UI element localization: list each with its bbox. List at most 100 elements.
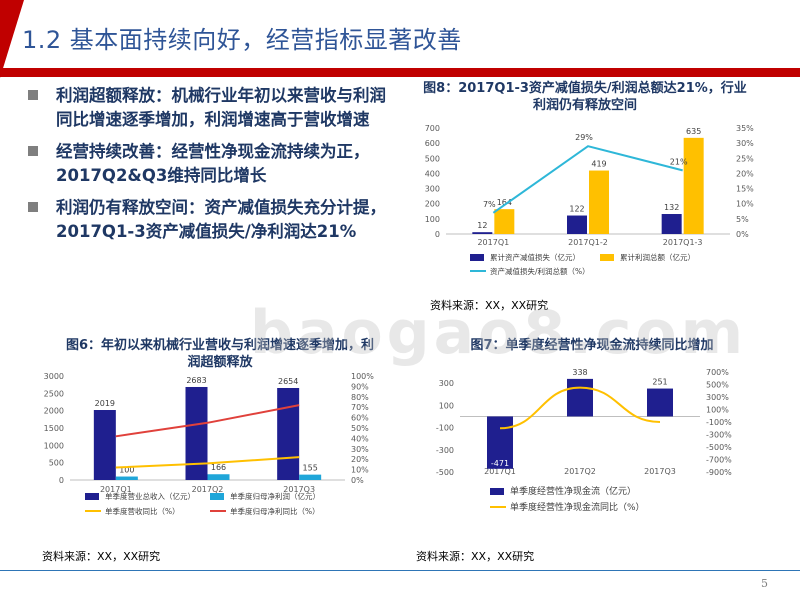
x-tick-label: 2017Q2 xyxy=(192,485,224,494)
y-tick-label-left: 300 xyxy=(425,185,440,194)
y-tick-label-left: 100 xyxy=(425,215,440,224)
bar xyxy=(683,137,704,234)
fig7-source: 资料来源：XX，XX研究 xyxy=(416,550,535,563)
y-tick-label-right: 500% xyxy=(706,381,729,390)
legend-label: 累计利润总额（亿元） xyxy=(620,252,695,262)
bar xyxy=(277,387,300,480)
legend-swatch xyxy=(490,488,504,495)
y-tick-label-right: 0% xyxy=(736,230,749,239)
bar xyxy=(661,214,682,234)
y-tick-label-left: 200 xyxy=(425,200,440,209)
y-tick-label-left: -300 xyxy=(436,446,454,455)
legend-swatch xyxy=(210,493,224,500)
legend-label: 单季度经营性净现金流（亿元） xyxy=(510,485,636,497)
y-tick-label-right: 15% xyxy=(736,185,754,194)
y-tick-label-right: 30% xyxy=(351,445,369,454)
y-tick-label-right: 35% xyxy=(736,124,754,133)
line-data-label: 7% xyxy=(483,200,496,209)
y-tick-label-right: -900% xyxy=(706,468,732,477)
square-bullet-icon xyxy=(28,202,38,212)
y-tick-label-right: 50% xyxy=(351,424,369,433)
bar xyxy=(207,474,230,480)
y-tick-label-right: 300% xyxy=(706,393,729,402)
y-tick-label-right: 700% xyxy=(706,368,729,377)
y-tick-label-left: 0 xyxy=(59,476,64,485)
bullet-text: 经营持续改善：经营性净现金流持续为正，2017Q2&Q3维持同比增长 xyxy=(56,142,370,185)
bar xyxy=(487,416,513,469)
y-tick-label-right: -500% xyxy=(706,443,732,452)
fig8-chart: 0 100 200 300 400 500 600 700 0% 5% 10% 15% 20% 25% 30… xyxy=(425,124,754,276)
y-tick-label-right: 30% xyxy=(736,139,754,148)
line-data-label: 21% xyxy=(670,157,688,166)
y-tick-label-right: 60% xyxy=(351,414,369,423)
y-tick-label-left: 100 xyxy=(439,401,454,410)
bar xyxy=(567,378,593,417)
bar-data-label: -471 xyxy=(491,459,509,468)
bar-data-label: 100 xyxy=(119,466,134,475)
bar xyxy=(472,232,493,234)
y-tick-label-right: 20% xyxy=(351,455,369,464)
y-tick-label-right: 100% xyxy=(706,406,729,415)
y-tick-label-right: 80% xyxy=(351,393,369,402)
x-tick-label: 2017Q1-2 xyxy=(568,238,608,247)
x-tick-label: 2017Q1-3 xyxy=(663,238,703,247)
fig8-title: 图8：2017Q1-3资产减值损失/利润总额达21%，行业利润仍有释放空间 xyxy=(423,81,747,113)
bar xyxy=(589,170,609,234)
y-tick-label-right: 100% xyxy=(351,372,374,381)
bar-data-label: 635 xyxy=(686,127,701,136)
y-tick-label-right: 10% xyxy=(736,200,754,209)
bar-data-label: 2683 xyxy=(186,376,206,385)
fig7-chart: -500 -300 -100 100 300 -900% -700% -500% -300% -1… xyxy=(436,368,732,513)
y-tick-label-left: 600 xyxy=(425,139,440,148)
y-tick-label-right: 10% xyxy=(351,466,369,475)
legend-label: 单季度归母净利同比（%） xyxy=(230,506,320,516)
legend-label: 资产减值损失/利润总额（%） xyxy=(490,266,590,276)
bullet-item: 利润仍有释放空间：资产减值损失充分计提，2017Q1-3资产减值损失/净利润达2… xyxy=(26,196,396,244)
y-tick-label-left: 3000 xyxy=(44,372,64,381)
watermark-text: baogao8.com xyxy=(250,298,748,368)
bullet-item: 利润超额释放：机械行业年初以来营收与利润同比增速逐季增加，利润增速高于营收增速 xyxy=(26,84,396,132)
series-line xyxy=(115,404,300,438)
fig6-title: 图6：年初以来机械行业营收与利润增速逐季增加，利润超额释放 xyxy=(65,338,375,370)
bar-data-label: 338 xyxy=(572,368,587,377)
y-tick-label-left: 400 xyxy=(425,169,440,178)
title-underline-bar xyxy=(0,68,800,77)
y-tick-label-right: 25% xyxy=(736,154,754,163)
y-tick-label-left: 500 xyxy=(49,459,64,468)
y-tick-label-left: -500 xyxy=(436,468,454,477)
y-tick-label-right: 70% xyxy=(351,403,369,412)
bar xyxy=(93,410,116,480)
y-tick-label-right: -100% xyxy=(706,418,732,427)
y-tick-label-right: 0% xyxy=(351,476,364,485)
bar-data-label: 155 xyxy=(303,464,318,473)
bar xyxy=(647,388,673,417)
bar-data-label: 122 xyxy=(569,205,584,214)
legend-swatch xyxy=(470,254,484,261)
x-tick-label: 2017Q3 xyxy=(283,485,315,494)
bullet-list: 利润超额释放：机械行业年初以来营收与利润同比增速逐季增加，利润增速高于营收增速 … xyxy=(26,84,396,252)
bar-data-label: 2019 xyxy=(95,399,115,408)
x-tick-label: 2017Q1 xyxy=(484,467,516,476)
series-line xyxy=(499,386,661,430)
y-tick-label-left: 2500 xyxy=(44,389,64,398)
x-tick-label: 2017Q3 xyxy=(644,467,676,476)
legend-label: 累计资产减值损失（亿元） xyxy=(490,252,580,262)
y-tick-label-left: 2000 xyxy=(44,407,64,416)
bar-data-label: 419 xyxy=(591,160,606,169)
bar-data-label: 132 xyxy=(664,203,679,212)
y-tick-label-left: 1500 xyxy=(44,424,64,433)
title-accent-triangle xyxy=(0,0,24,78)
bullet-text: 利润仍有释放空间：资产减值损失充分计提，2017Q1-3资产减值损失/净利润达2… xyxy=(56,198,386,241)
x-tick-label: 2017Q1 xyxy=(477,238,509,247)
page-number: 5 xyxy=(761,577,768,590)
bar xyxy=(115,476,138,480)
fig8-source: 资料来源：XX，XX研究 xyxy=(430,299,549,312)
y-tick-label-right: 90% xyxy=(351,382,369,391)
series-line xyxy=(492,145,683,214)
bar-data-label: 2654 xyxy=(278,377,298,386)
legend-swatch xyxy=(85,493,99,500)
y-tick-label-right: -300% xyxy=(706,431,732,440)
bar xyxy=(185,386,208,480)
line-data-label: 29% xyxy=(575,133,593,142)
bar-data-label: 166 xyxy=(211,463,226,472)
